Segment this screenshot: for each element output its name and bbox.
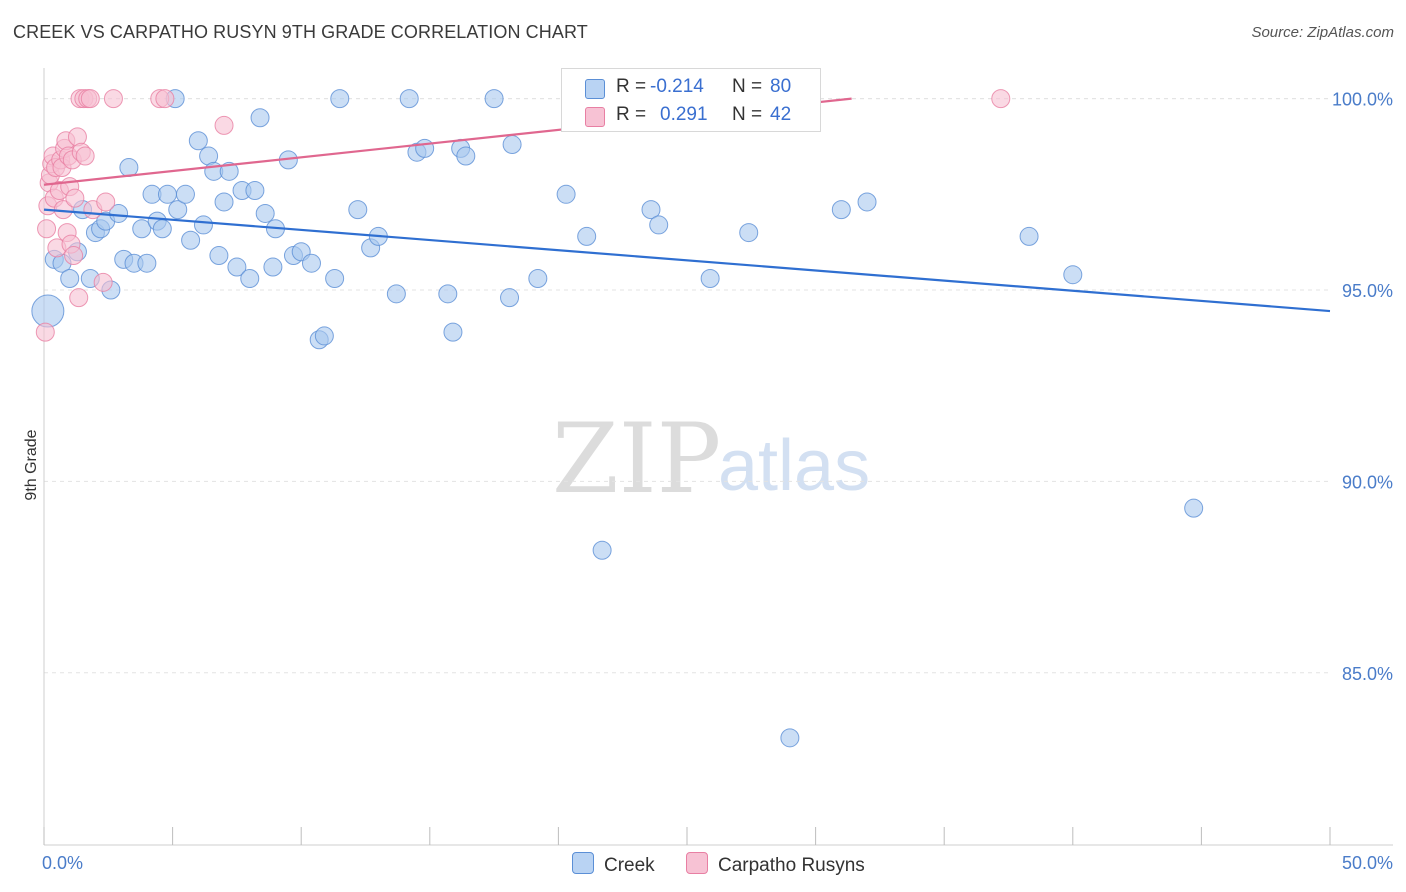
rusyn-swatch — [585, 107, 605, 127]
chart-source: Source: ZipAtlas.com — [1251, 24, 1394, 41]
creek-point — [175, 184, 195, 204]
creek-swatch — [585, 79, 605, 99]
creek-legend-swatch — [572, 852, 594, 874]
rusyn-point — [80, 89, 100, 109]
creek-point — [263, 257, 283, 277]
creek-point — [314, 326, 334, 346]
creek-point — [415, 138, 435, 158]
creek-r-label: R = — [616, 76, 647, 97]
legend-row-creek: R = -0.214 N = 80 — [562, 72, 820, 102]
x-tick-label-min: 0.0% — [42, 853, 83, 873]
creek-point — [227, 257, 247, 277]
rusyn-r-label: R = — [616, 104, 647, 125]
creek-point — [528, 269, 548, 289]
creek-point — [386, 284, 406, 304]
creek-point — [301, 253, 321, 273]
y-tick-label: 85.0% — [1342, 664, 1393, 684]
creek-point — [168, 200, 188, 220]
creek-point — [60, 269, 80, 289]
creek-point — [119, 158, 139, 178]
creek-point — [739, 223, 759, 243]
creek-n-label: N = — [732, 76, 763, 97]
watermark-atlas: atlas — [718, 426, 870, 506]
rusyn-point — [96, 192, 116, 212]
creek-point — [348, 200, 368, 220]
creek-n-value: 80 — [770, 76, 792, 97]
y-tick-label: 95.0% — [1342, 281, 1393, 301]
creek-point — [399, 89, 419, 109]
y-axis-label: 9th Grade — [23, 429, 40, 500]
rusyn-legend-label: Carpatho Rusyns — [718, 855, 865, 876]
rusyn-n-label: N = — [732, 104, 763, 125]
rusyn-point — [69, 288, 89, 308]
creek-point — [649, 215, 669, 235]
rusyn-point — [103, 89, 123, 109]
rusyn-point — [65, 188, 85, 208]
creek-point — [1063, 265, 1083, 285]
chart-title: CREEK VS CARPATHO RUSYN 9TH GRADE CORREL… — [13, 22, 588, 42]
y-tick-label: 100.0% — [1332, 90, 1393, 110]
creek-point — [443, 322, 463, 342]
rusyn-legend-swatch — [686, 852, 708, 874]
creek-legend-label: Creek — [604, 855, 655, 876]
creek-point — [641, 200, 661, 220]
creek-point — [109, 203, 129, 223]
stats-legend: R = -0.214 N = 80 R = 0.291 N = 42 — [561, 68, 821, 132]
creek-point — [500, 288, 520, 308]
legend-row-rusyn: R = 0.291 N = 42 — [562, 100, 820, 130]
creek-point — [831, 200, 851, 220]
watermark-zip: ZIP — [552, 403, 721, 515]
creek-point — [780, 728, 800, 748]
rusyn-point — [155, 89, 175, 109]
legend-item-creek[interactable]: Creek — [572, 852, 655, 877]
creek-point — [193, 215, 213, 235]
creek-point — [438, 284, 458, 304]
creek-point — [250, 108, 270, 128]
creek-point — [188, 131, 208, 151]
creek-point — [330, 89, 350, 109]
rusyn-point — [75, 146, 95, 166]
y-tick-label: 90.0% — [1342, 472, 1393, 492]
creek-point — [1184, 498, 1204, 518]
creek-point — [132, 219, 152, 239]
creek-trend-line — [43, 208, 1331, 313]
rusyn-point — [214, 115, 234, 135]
axes: 85.0% 90.0% 95.0% 100.0% 0.0% 50.0% — [42, 68, 1393, 873]
rusyn-point — [37, 219, 57, 239]
creek-point — [214, 192, 234, 212]
creek-point — [181, 230, 201, 250]
creek-point — [1019, 226, 1039, 246]
rusyn-r-value: 0.291 — [660, 104, 708, 125]
creek-point — [502, 135, 522, 155]
creek-point — [240, 269, 260, 289]
creek-point — [31, 294, 65, 328]
creek-point — [700, 269, 720, 289]
rusyn-point — [93, 272, 113, 292]
creek-point — [255, 203, 275, 223]
creek-r-value: -0.214 — [650, 76, 704, 97]
creek-point — [245, 180, 265, 200]
rusyn-point — [991, 89, 1011, 109]
creek-point — [152, 219, 172, 239]
creek-point — [857, 192, 877, 212]
creek-point — [209, 246, 229, 266]
creek-point — [577, 226, 597, 246]
creek-point — [456, 146, 476, 166]
watermark: ZIP atlas — [552, 403, 870, 515]
creek-point — [325, 269, 345, 289]
data-points — [31, 89, 1204, 748]
rusyn-point — [64, 246, 84, 266]
rusyn-point — [35, 322, 55, 342]
creek-point — [556, 184, 576, 204]
creek-point — [137, 253, 157, 273]
rusyn-n-value: 42 — [770, 104, 792, 125]
legend-item-rusyn[interactable]: Carpatho Rusyns — [686, 852, 865, 877]
creek-point — [157, 184, 177, 204]
x-tick-label-max: 50.0% — [1342, 853, 1393, 873]
creek-point — [592, 540, 612, 560]
creek-point — [219, 161, 239, 181]
creek-point — [484, 89, 504, 109]
